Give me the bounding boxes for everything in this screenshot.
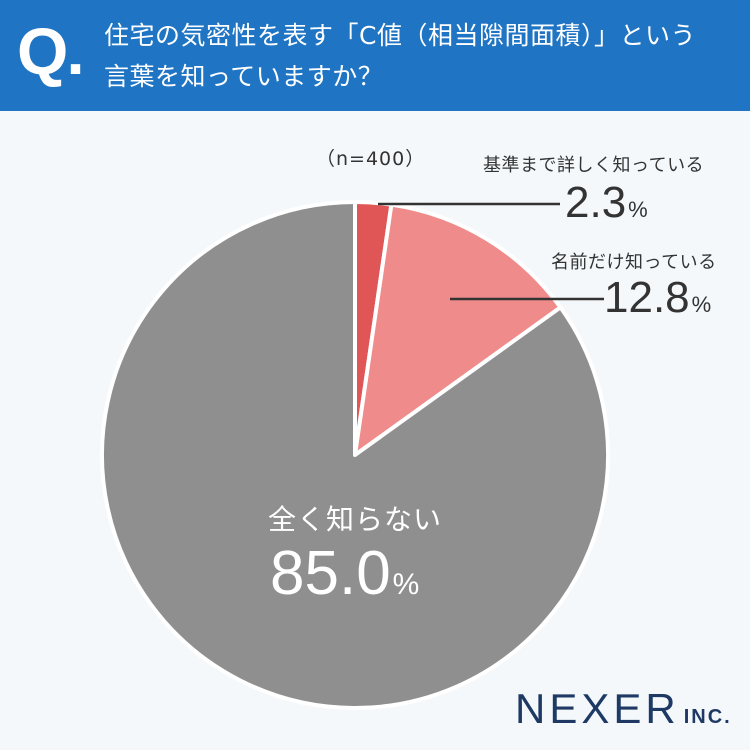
- q-mark: Q.: [17, 14, 85, 88]
- value-unknown: 85.0%: [270, 538, 419, 609]
- label-name-only: 名前だけ知っている: [551, 252, 717, 273]
- logo-main: NEXER: [515, 685, 680, 732]
- value-know-well: 2.3%: [565, 178, 648, 228]
- value-name-only-unit: %: [691, 292, 712, 317]
- question-line-1: 住宅の気密性を表す「C値（相当隙間面積）」という: [104, 21, 696, 50]
- pie-slice-name-only: [353, 202, 563, 457]
- pie-slice-unknown: [100, 200, 610, 710]
- question-text: 住宅の気密性を表す「C値（相当隙間面積）」という 言葉を知っていますか？: [104, 15, 744, 97]
- sample-size-label: （n=400）: [316, 148, 426, 170]
- value-unknown-number: 85.0: [270, 539, 391, 608]
- value-name-only: 12.8%: [604, 273, 711, 323]
- question-header: Q. 住宅の気密性を表す「C値（相当隙間面積）」という 言葉を知っていますか？: [0, 0, 750, 111]
- label-unknown: 全く知らない: [268, 503, 443, 536]
- value-unknown-unit: %: [392, 568, 420, 601]
- logo-sub: INC.: [683, 706, 732, 728]
- value-know-well-number: 2.3: [565, 178, 627, 227]
- label-know-well: 基準まで詳しく知っている: [483, 155, 705, 176]
- value-know-well-unit: %: [628, 197, 648, 222]
- value-name-only-number: 12.8: [604, 273, 690, 322]
- question-line-2: 言葉を知っていますか？: [104, 62, 384, 91]
- nexer-logo: NEXER INC.: [515, 685, 732, 733]
